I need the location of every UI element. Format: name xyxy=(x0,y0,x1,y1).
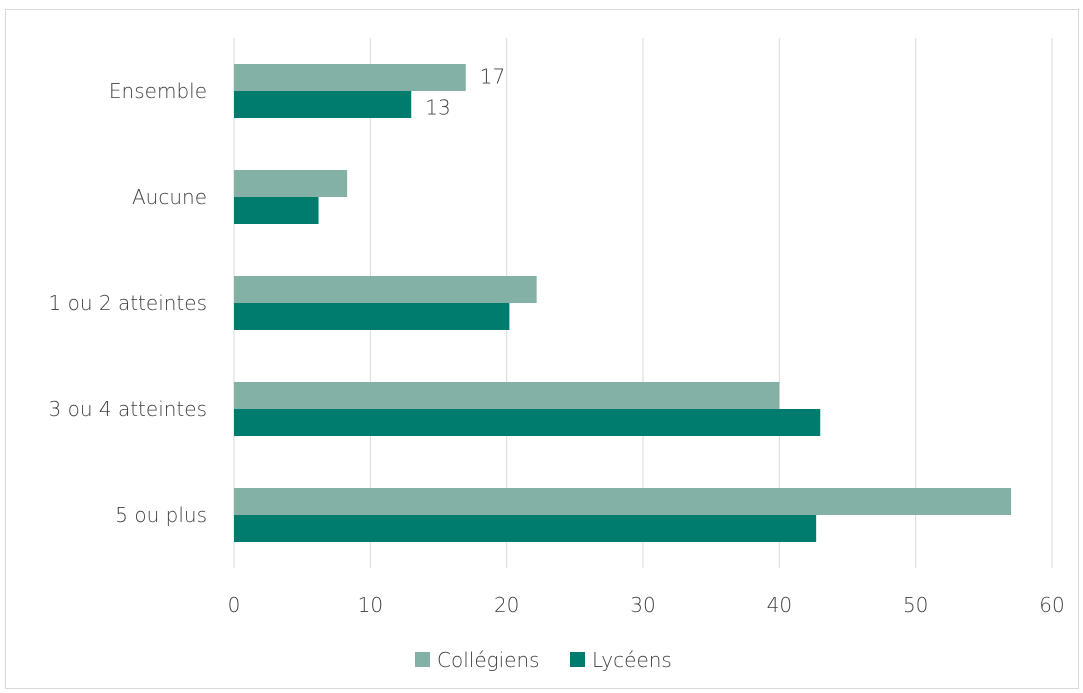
x-tick-label: 40 xyxy=(767,593,792,617)
category-label: 1 ou 2 atteintes xyxy=(49,291,207,315)
legend-label-collegiens: Collégiens xyxy=(437,648,540,672)
bar-lyceens xyxy=(234,91,412,118)
bar-lyceens xyxy=(234,409,821,436)
x-tick-label: 30 xyxy=(630,593,655,617)
bar-collegiens xyxy=(234,170,348,197)
bar-lyceens xyxy=(234,197,319,224)
x-tick-label: 20 xyxy=(494,593,519,617)
x-tick-label: 60 xyxy=(1039,593,1064,617)
legend-label-lyceens: Lycéens xyxy=(592,648,672,672)
category-label: 3 ou 4 atteintes xyxy=(49,397,207,421)
labels: 0 10 20 30 40 50 60 Ensemble Aucune 1 ou 2 attein… xyxy=(49,65,1065,618)
x-tick-label: 0 xyxy=(228,593,241,617)
chart-frame xyxy=(5,9,1079,689)
bars xyxy=(234,64,1012,542)
bar-collegiens xyxy=(234,382,780,409)
legend-swatch-collegiens xyxy=(415,652,430,667)
legend: Collégiens Lycéens xyxy=(415,648,672,672)
category-label: 5 ou plus xyxy=(115,503,207,527)
legend-swatch-lyceens xyxy=(570,652,585,667)
gridlines xyxy=(233,38,1053,568)
data-label: 17 xyxy=(480,65,505,89)
bar-collegiens xyxy=(234,276,537,303)
category-label: Ensemble xyxy=(109,79,207,103)
bar-collegiens xyxy=(234,64,466,91)
category-label: Aucune xyxy=(132,185,207,209)
x-tick-label: 10 xyxy=(358,593,383,617)
bar-lyceens xyxy=(234,303,510,330)
x-tick-label: 50 xyxy=(903,593,928,617)
bar-lyceens xyxy=(234,515,817,542)
bar-collegiens xyxy=(234,488,1012,515)
data-label: 13 xyxy=(425,96,450,120)
